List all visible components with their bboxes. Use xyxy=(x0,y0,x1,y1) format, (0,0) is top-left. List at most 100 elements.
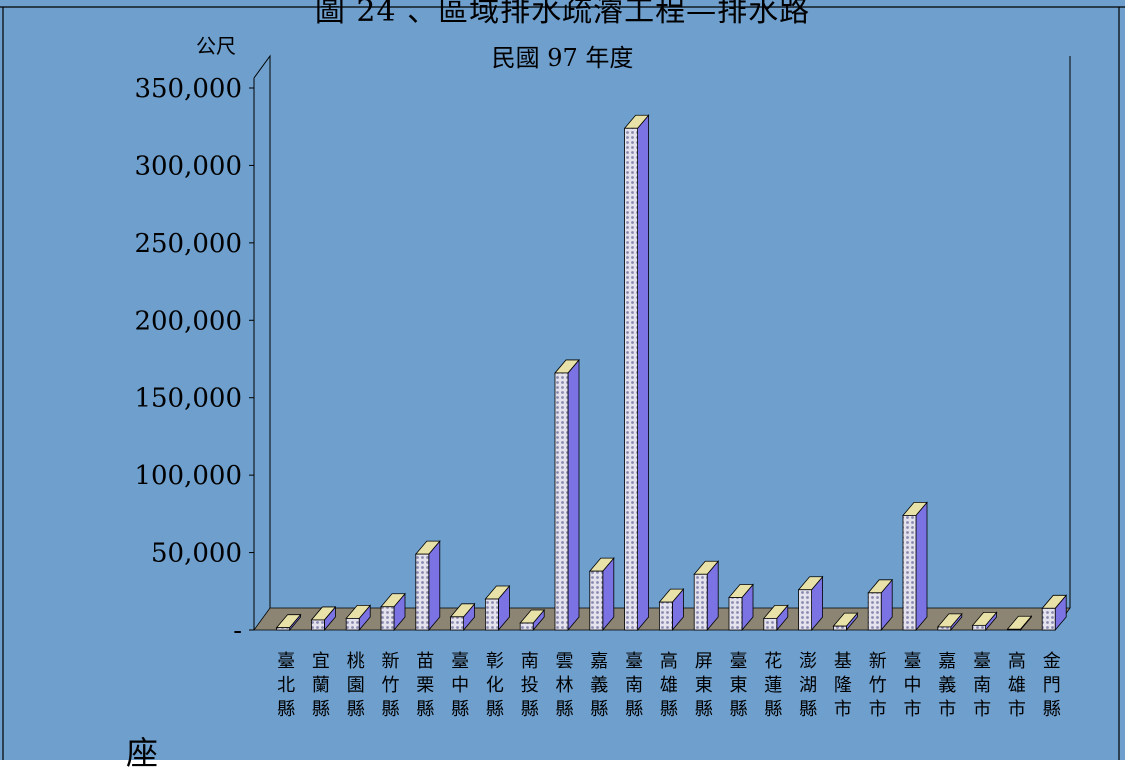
x-tick-label: 臺 xyxy=(973,651,991,672)
x-tick-label: 市 xyxy=(1008,699,1026,720)
x-tick-label: 縣 xyxy=(347,699,365,720)
y-axis-unit-label: 公尺 xyxy=(196,34,236,58)
y-tick-label: 100,000 xyxy=(134,461,242,491)
bar xyxy=(624,127,638,631)
x-tick-label: 湖 xyxy=(799,675,817,696)
x-tick-label: 蘭 xyxy=(312,675,330,696)
x-tick-label: 高 xyxy=(660,651,678,672)
x-tick-label: 義 xyxy=(590,675,608,696)
x-tick-label: 嘉 xyxy=(590,651,608,672)
x-tick-label: 宜 xyxy=(312,651,330,672)
x-tick-label: 基 xyxy=(834,651,852,672)
bar xyxy=(310,619,325,631)
x-tick-label: 門 xyxy=(1043,675,1061,696)
bar xyxy=(867,592,882,631)
x-tick-label: 縣 xyxy=(312,699,330,720)
back-wall-left-edge xyxy=(253,54,271,608)
bar xyxy=(345,617,360,631)
x-tick-label: 彰 xyxy=(486,651,504,672)
x-tick-label: 澎 xyxy=(799,651,817,672)
x-tick-label: 市 xyxy=(834,699,852,720)
bar xyxy=(798,589,812,631)
chart-subtitle: 民國 97 年度 xyxy=(491,44,634,72)
x-tick-label: 南 xyxy=(521,651,539,672)
x-tick-label: 縣 xyxy=(416,699,434,720)
x-tick-label: 市 xyxy=(904,699,922,720)
x-tick-label: 縣 xyxy=(799,699,817,720)
x-tick-label: 市 xyxy=(938,699,956,720)
x-tick-label: 雄 xyxy=(1008,675,1026,696)
x-tick-label: 花 xyxy=(764,651,782,672)
y-tick-label: 150,000 xyxy=(134,384,242,414)
x-tick-label: 臺 xyxy=(730,651,748,672)
bar xyxy=(693,573,708,631)
x-tick-label: 臺 xyxy=(625,651,643,672)
x-tick-label: 栗 xyxy=(416,675,434,696)
x-tick-label: 縣 xyxy=(382,699,400,720)
x-tick-label: 雄 xyxy=(660,675,678,696)
y-tick-label: 50,000 xyxy=(151,539,242,569)
bar xyxy=(1041,607,1056,631)
plot-area: - 50,000 100,000 150,000 200,000 250,000 300,0… xyxy=(134,54,1071,720)
x-tick-label: 東 xyxy=(730,675,748,696)
bar xyxy=(659,601,673,631)
x-tick-label: 苗 xyxy=(416,651,434,672)
bar xyxy=(763,617,778,631)
y-tick-label: 200,000 xyxy=(134,306,242,336)
x-tick-label: 縣 xyxy=(277,699,295,720)
bar xyxy=(415,553,430,631)
bar-side xyxy=(637,114,649,632)
bar xyxy=(937,626,952,631)
x-tick-label: 園 xyxy=(347,675,365,696)
bar xyxy=(1007,628,1021,631)
x-tick-label: 縣 xyxy=(556,699,574,720)
x-tick-label: 縣 xyxy=(451,699,469,720)
x-tick-label: 竹 xyxy=(382,675,400,696)
x-tick-label: 化 xyxy=(486,675,504,696)
footer-text: 座 xyxy=(126,734,159,772)
x-tick-label: 縣 xyxy=(521,699,539,720)
x-tick-label: 義 xyxy=(938,675,956,696)
bar xyxy=(833,625,847,631)
x-tick-label: 市 xyxy=(973,699,991,720)
x-tick-label: 縣 xyxy=(590,699,608,720)
x-tick-label: 中 xyxy=(904,675,922,696)
bar xyxy=(380,606,395,631)
bar-side xyxy=(567,358,580,632)
x-tick-label: 縣 xyxy=(1043,699,1061,720)
x-tick-label: 縣 xyxy=(486,699,504,720)
x-tick-label: 高 xyxy=(1008,651,1026,672)
y-tick-label: - xyxy=(233,616,242,646)
x-tick-label: 投 xyxy=(521,675,539,696)
x-tick-label: 縣 xyxy=(660,699,678,720)
y-tick-label: 350,000 xyxy=(134,74,242,104)
x-tick-label: 市 xyxy=(869,699,887,720)
x-tick-label: 臺 xyxy=(904,651,922,672)
x-tick-label: 竹 xyxy=(869,675,887,696)
x-tick-label: 縣 xyxy=(730,699,748,720)
x-tick-label: 縣 xyxy=(764,699,782,720)
x-tick-label: 新 xyxy=(382,651,400,672)
bar xyxy=(972,624,986,631)
x-tick-label: 桃 xyxy=(347,651,365,672)
x-tick-label: 縣 xyxy=(695,699,713,720)
y-tick-label: 300,000 xyxy=(134,151,242,181)
y-tick-label: 250,000 xyxy=(134,229,242,259)
x-tick-label: 中 xyxy=(451,675,469,696)
x-tick-label: 雲 xyxy=(556,651,574,672)
x-tick-label: 縣 xyxy=(625,699,643,720)
bar xyxy=(554,372,569,631)
x-tick-label: 臺 xyxy=(277,651,295,672)
x-tick-label: 金 xyxy=(1043,651,1061,672)
chart-title: 圖 24 、區域排水疏濬工程—排水路 xyxy=(314,0,811,29)
x-tick-label: 林 xyxy=(556,675,574,696)
x-tick-label: 南 xyxy=(973,675,991,696)
bar-side xyxy=(915,501,928,632)
x-tick-label: 屏 xyxy=(695,651,713,672)
x-tick-label: 嘉 xyxy=(938,651,956,672)
x-tick-label: 南 xyxy=(625,675,643,696)
bar xyxy=(589,570,604,631)
bar xyxy=(484,598,499,631)
bar xyxy=(519,622,534,631)
